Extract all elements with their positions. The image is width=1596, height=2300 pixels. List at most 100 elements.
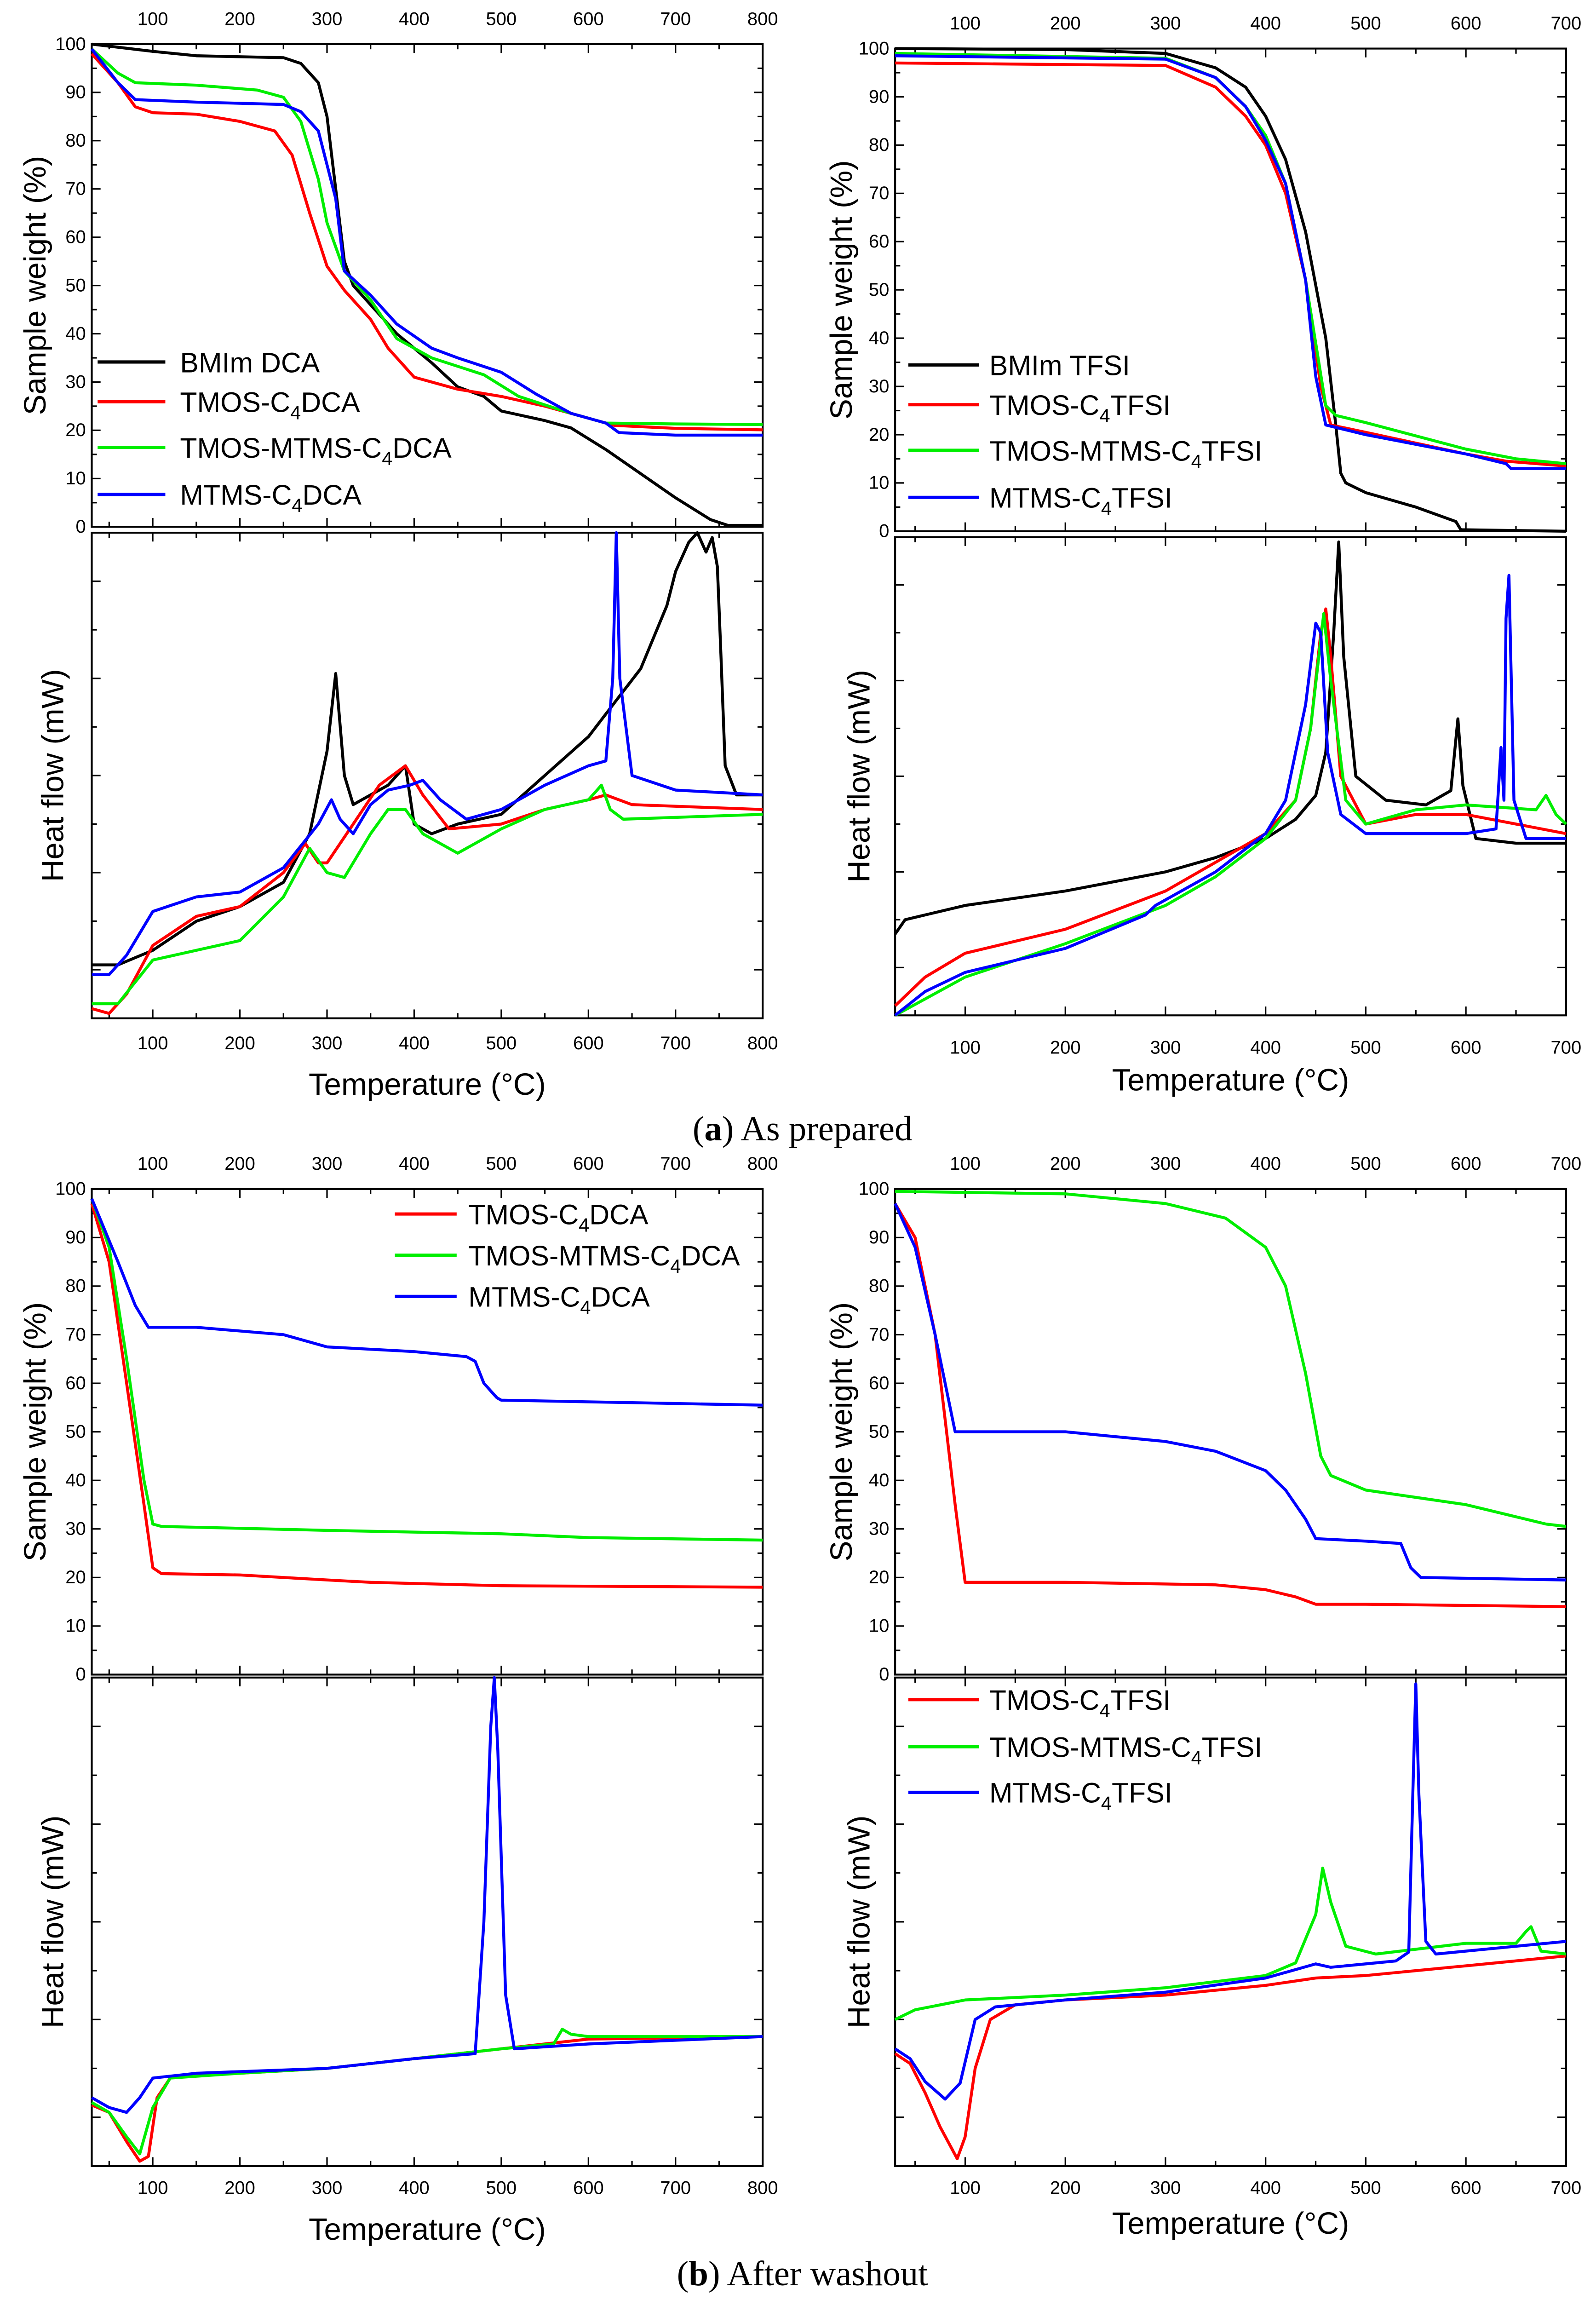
series-line-tmos-mtms-c-dca bbox=[90, 1198, 763, 1542]
tga-panel: 0 10 20 30 40 50 60 70 80 90 100 Sample weight (%) B… bbox=[18, 34, 764, 537]
figure-caption: (a) As prepared bbox=[693, 1109, 912, 1148]
y-tick-label: 40 bbox=[869, 328, 889, 348]
legend-label: TMOS-MTMS-C4TFSI bbox=[989, 435, 1263, 472]
y-tick-label: 100 bbox=[859, 38, 890, 58]
y-tick-label: 60 bbox=[65, 227, 86, 247]
x-tick-label-top: 400 bbox=[1250, 1154, 1281, 1174]
x-tick-label-bottom: 300 bbox=[1150, 2178, 1181, 2198]
x-tick-label-top: 400 bbox=[1250, 13, 1281, 34]
x-tick-label-top: 700 bbox=[1551, 1154, 1582, 1174]
y-tick-label: 40 bbox=[869, 1470, 889, 1490]
x-axis-title: Temperature (°C) bbox=[1112, 1063, 1349, 1097]
x-tick-label-bottom: 800 bbox=[747, 2178, 778, 2198]
dsc-y-axis-title: Heat flow (mW) bbox=[842, 670, 876, 883]
series-line-bmim-tfsi bbox=[894, 540, 1566, 935]
legend-label: TMOS-MTMS-C4DCA bbox=[180, 432, 452, 469]
dsc-panel: Heat flow (mW) bbox=[842, 536, 1567, 1017]
legend-label: BMIm TFSI bbox=[989, 350, 1130, 381]
y-tick-label: 0 bbox=[879, 521, 889, 541]
series-line-tmos-mtms-c-dca bbox=[91, 2028, 763, 2156]
x-tick-label-bottom: 200 bbox=[1050, 2178, 1081, 2198]
series-line-mtms-c-tfsi bbox=[895, 54, 1566, 470]
series-line-tmos-mtms-c-tfsi bbox=[894, 1866, 1567, 2021]
legend-label: BMIm DCA bbox=[180, 347, 320, 378]
y-tick-label: 30 bbox=[869, 376, 889, 397]
tga-y-axis-title: Sample weight (%) bbox=[824, 160, 859, 420]
y-tick-label: 0 bbox=[75, 1664, 86, 1685]
x-tick-label-top: 200 bbox=[224, 9, 255, 29]
y-tick-label: 30 bbox=[869, 1519, 889, 1539]
tga-panel: 0 10 20 30 40 50 60 70 80 90 100 Sample weight (%) bbox=[824, 1179, 1567, 1685]
x-tick-label-bottom: 800 bbox=[747, 1033, 778, 1053]
x-tick-label-bottom: 600 bbox=[1451, 1037, 1481, 1058]
x-tick-label-bottom: 500 bbox=[486, 2178, 517, 2198]
y-tick-label: 50 bbox=[65, 275, 86, 295]
x-tick-label-top: 100 bbox=[138, 1154, 168, 1174]
y-tick-label: 10 bbox=[65, 1616, 86, 1636]
x-tick-label-bottom: 100 bbox=[950, 1037, 981, 1058]
x-tick-label-top: 300 bbox=[1150, 13, 1181, 34]
y-tick-label: 80 bbox=[65, 131, 86, 151]
x-tick-label-bottom: 600 bbox=[573, 2178, 604, 2198]
y-tick-label: 80 bbox=[869, 135, 889, 155]
y-tick-label: 0 bbox=[879, 1664, 889, 1685]
x-tick-label-bottom: 700 bbox=[660, 2178, 691, 2198]
series-line-tmos-c-dca bbox=[91, 764, 763, 1015]
legend: TMOS-C4DCA TMOS-MTMS-C4DCA MTMS-C4DCA bbox=[395, 1199, 740, 1318]
x-tick-label-top: 500 bbox=[1350, 1154, 1381, 1174]
tga-y-axis-title: Sample weight (%) bbox=[18, 1302, 52, 1562]
series-line-mtms-c-dca bbox=[91, 1676, 763, 2114]
x-tick-label-top: 700 bbox=[1551, 13, 1582, 34]
y-tick-label: 40 bbox=[65, 323, 86, 344]
legend-label: MTMS-C4DCA bbox=[180, 479, 362, 516]
x-tick-label-top: 100 bbox=[950, 1154, 981, 1174]
dsc-panel: Heat flow (mW) bbox=[35, 531, 764, 1019]
y-tick-label: 90 bbox=[65, 82, 86, 103]
dsc-panel: Heat flow (mW) TMOS-C4TFSI TMOS-MTMS-C4TFS… bbox=[842, 1676, 1567, 2167]
x-tick-label-bottom: 400 bbox=[1250, 2178, 1281, 2198]
series-line-bmim-tfsi bbox=[895, 47, 1566, 533]
x-tick-label-top: 600 bbox=[573, 9, 604, 29]
x-tick-label-bottom: 100 bbox=[950, 2178, 981, 2198]
series-line-tmos-mtms-c-tfsi bbox=[895, 1190, 1567, 1528]
tga-panel: 0 10 20 30 40 50 60 70 80 90 100 Sample weight (%) B… bbox=[824, 38, 1567, 541]
series-line-mtms-c-dca bbox=[90, 1198, 763, 1407]
dsc-y-axis-title: Heat flow (mW) bbox=[842, 1816, 876, 2029]
x-tick-label-top: 200 bbox=[224, 1154, 255, 1174]
x-tick-label-top: 300 bbox=[312, 9, 343, 29]
x-tick-label-top: 400 bbox=[399, 9, 430, 29]
x-tick-label-top: 100 bbox=[950, 13, 981, 34]
x-axis-title: Temperature (°C) bbox=[309, 2212, 546, 2247]
y-tick-label: 80 bbox=[65, 1276, 86, 1296]
y-tick-label: 70 bbox=[869, 183, 889, 203]
x-tick-label-top: 300 bbox=[312, 1154, 343, 1174]
y-tick-label: 90 bbox=[869, 1227, 889, 1248]
y-tick-label: 10 bbox=[869, 1616, 889, 1636]
y-tick-label: 100 bbox=[859, 1179, 890, 1199]
x-tick-label-bottom: 300 bbox=[312, 1033, 343, 1053]
y-tick-label: 20 bbox=[65, 1567, 86, 1587]
legend: BMIm TFSI TMOS-C4TFSI TMOS-MTMS-C4TFSI MTMS… bbox=[908, 350, 1263, 519]
x-tick-label-bottom: 100 bbox=[138, 1033, 168, 1053]
y-tick-label: 60 bbox=[65, 1373, 86, 1393]
y-tick-label: 10 bbox=[65, 468, 86, 489]
y-tick-label: 10 bbox=[869, 473, 889, 493]
panel-group-a-right: 0 10 20 30 40 50 60 70 80 90 100 Sample weight (%) B… bbox=[824, 13, 1581, 1097]
series-line-tmos-c-dca bbox=[91, 2035, 763, 2163]
legend-label: TMOS-MTMS-C4TFSI bbox=[989, 1732, 1263, 1769]
series-line-mtms-c-tfsi bbox=[894, 574, 1566, 1017]
x-tick-label-bottom: 300 bbox=[312, 2178, 343, 2198]
dsc-plot-frame bbox=[91, 531, 764, 1019]
dsc-panel: Heat flow (mW) bbox=[35, 1676, 764, 2167]
x-tick-label-top: 100 bbox=[138, 9, 168, 29]
dsc-y-axis-title: Heat flow (mW) bbox=[35, 669, 70, 882]
x-tick-label-top: 800 bbox=[747, 9, 778, 29]
x-tick-label-top: 600 bbox=[1451, 1154, 1481, 1174]
y-tick-label: 20 bbox=[869, 425, 889, 445]
x-tick-label-top: 300 bbox=[1150, 1154, 1181, 1174]
y-tick-label: 20 bbox=[65, 420, 86, 440]
x-tick-label-bottom: 500 bbox=[1350, 2178, 1381, 2198]
dsc-plot-frame bbox=[91, 1676, 764, 2167]
y-tick-label: 20 bbox=[869, 1567, 889, 1587]
